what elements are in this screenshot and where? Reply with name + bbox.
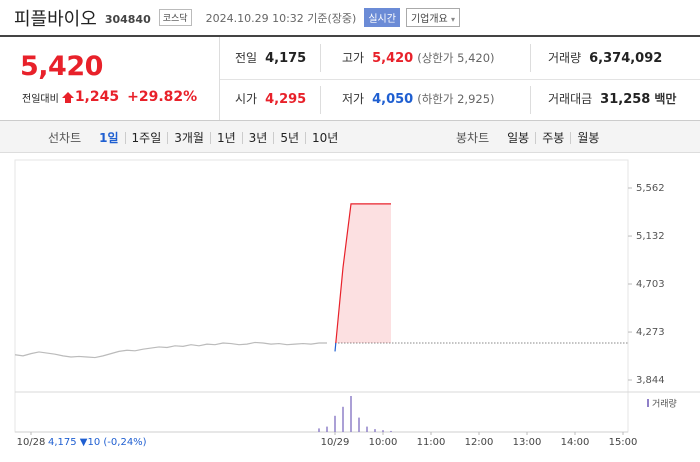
volume-bar [326,426,328,432]
col-divider [530,86,531,114]
company-dropdown[interactable]: 기업개요 ▾ [405,8,460,27]
volume-bar [334,415,336,432]
up-icon [61,91,74,103]
y-tick-label: 4,703 [636,279,665,290]
stat-label: 거래대금 [548,92,593,106]
annotation: 4,175 ▼10 (-0,24%) [48,437,147,448]
stat-cell: 시가 4,295 [235,90,306,110]
x-tick-label: 14:00 [561,437,590,448]
stat-cell: 저가 4,050 (하한가 2,925) [342,90,495,110]
tab[interactable]: 1주일 [124,131,168,144]
y-tick-label: 4,273 [636,327,665,338]
x-tick-label: 10/29 [321,437,350,448]
stat-note: (상한가 5,420) [417,51,495,65]
x-tick-label: 10/28 [17,437,46,448]
volume-bar [382,430,384,432]
plot-frame [14,159,629,433]
quote-panel: 5,420 전일대비 1,245 +29.82% 전일 4,175 고가 5,420(… [0,37,700,121]
market-badge: 코스닥 [158,9,192,26]
y-tick-label: 5,132 [636,231,665,242]
price-panel: 5,420 전일대비 1,245 +29.82% [0,37,220,120]
current-price: 5,420 [20,51,103,82]
tab[interactable]: 월봉 [570,131,605,144]
stat-value: 4,175 [265,51,307,66]
change-rate: +29.82% [127,89,198,105]
stat-cell: 고가 5,420 (상한가 5,420) [342,49,495,69]
stat-label: 고가 [342,51,365,65]
tab[interactable]: 10년 [305,131,344,144]
tab-group-label: 봉차트 [456,131,490,145]
price-line [334,203,391,352]
volume-legend: 거래량 [652,398,677,410]
realtime-button[interactable]: 실시간 [364,8,400,27]
stat-value: 6,374,092 [589,51,663,66]
volume-bar [366,426,368,432]
price-chart: 5,562 5,132 4,703 4,273 3,844 10/28 10/29 10:00… [14,159,700,448]
x-tick-label: 13:00 [513,437,542,448]
tab-group-label: 선차트 [48,131,82,145]
stat-value: 31,258 [600,92,651,107]
dropdown-caret: ▾ [450,15,455,24]
candle-chart-tabs: 봉차트 일봉 주봉 월봉 [456,129,605,146]
volume-bar [318,428,320,432]
change-row: 전일대비 1,245 +29.82% [22,89,197,105]
stat-label: 저가 [342,92,365,106]
volume-legend-swatch [647,399,649,407]
stat-label: 전일 [235,51,258,65]
x-tick-label: 11:00 [417,437,446,448]
col-divider [320,44,321,72]
y-tick-label: 5,562 [636,183,665,194]
tab[interactable]: 1일 [99,130,119,145]
row-divider [220,79,700,80]
stat-cell: 거래량 6,374,092 [548,49,662,69]
y-tick-label: 3,844 [636,375,665,386]
stat-value: 4,295 [265,92,307,107]
volume-bar [350,396,352,432]
company-label: 기업개요 [410,14,448,25]
volume-bar [374,429,376,432]
stat-note: (하한가 2,925) [417,92,495,106]
change-amount: 1,245 [74,89,120,105]
x-tick-label: 12:00 [465,437,494,448]
tab[interactable]: 3년 [241,131,274,144]
stat-unit: 백만 [654,92,677,106]
stock-code: 304840 [104,13,151,26]
line-chart-tabs: 선차트 1일 1주일 3개월 1년 3년 5년 10년 [48,129,344,146]
change-label: 전일대비 [22,93,59,105]
tab[interactable]: 1년 [209,131,242,144]
volume-bar [358,417,360,432]
x-tick-label: 15:00 [609,437,638,448]
area-fill [335,203,391,352]
tab[interactable]: 일봉 [507,130,530,145]
stat-cell: 거래대금 31,258 백만 [548,90,676,110]
header: 피플바이오 304840 코스닥 2024.10.29 10:32 기준(장중)… [0,0,700,37]
stat-cell: 전일 4,175 [235,49,306,69]
stat-label: 거래량 [548,51,582,65]
col-divider [530,44,531,72]
stat-label: 시가 [235,92,258,106]
col-divider [320,86,321,114]
x-tick-label: 10:00 [369,437,398,448]
volume-bar [342,406,344,432]
stat-value: 5,420 [372,51,414,66]
volume-bar [390,430,392,432]
timestamp: 2024.10.29 10:32 기준(장중) [205,11,357,25]
price-line [14,341,327,359]
tab[interactable]: 5년 [273,131,305,144]
stat-value: 4,050 [372,92,414,107]
stock-name: 피플바이오 [14,8,97,30]
tab[interactable]: 주봉 [535,131,570,144]
chart-tabs: 선차트 1일 1주일 3개월 1년 3년 5년 10년 봉차트 일봉 주봉 월봉 [0,121,700,153]
tab[interactable]: 3개월 [167,131,210,144]
